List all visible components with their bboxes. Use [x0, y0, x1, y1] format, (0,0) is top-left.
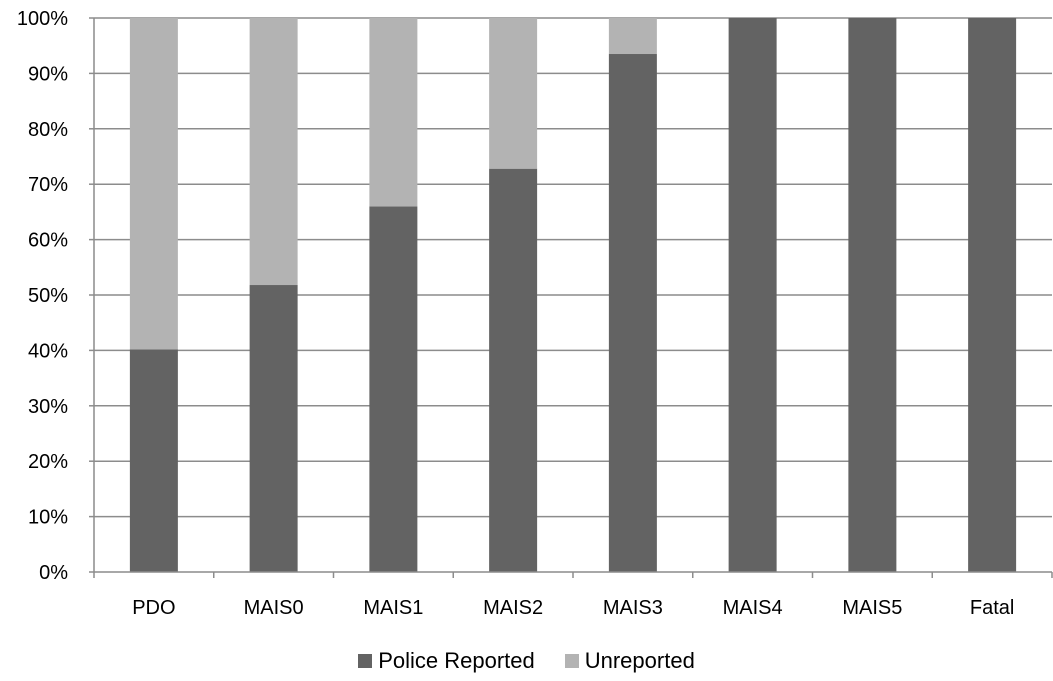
legend-label-unreported: Unreported [584, 648, 695, 673]
y-tick-label: 40% [28, 340, 68, 362]
bar-police-reported-pdo [129, 349, 178, 572]
bar-police-reported-mais3 [608, 54, 657, 572]
stacked-bar-chart: 0% 10% 20% 30% 40% 50% 60% 70% 80% 90% 100% PDO MAI… [17, 8, 1053, 619]
legend-swatch-unreported [564, 654, 579, 668]
x-tick-label: PDO [132, 597, 175, 619]
bars [129, 18, 1017, 573]
bar-unreported-pdo [129, 18, 178, 350]
y-tick-label: 20% [28, 451, 68, 473]
bar-unreported-mais3 [608, 18, 657, 55]
x-tick-label: MAIS0 [244, 597, 304, 619]
y-tick-label: 90% [28, 63, 68, 85]
x-tick-label: MAIS1 [363, 597, 423, 619]
legend-label-police-reported: Police Reported [378, 648, 535, 673]
bar-police-reported-mais1 [369, 206, 418, 573]
y-tick-label: 60% [28, 230, 68, 252]
x-tick-label: MAIS5 [842, 597, 902, 619]
bar-police-reported-mais0 [249, 285, 298, 572]
x-axis-labels: PDO MAIS0 MAIS1 MAIS2 MAIS3 MAIS4 MAIS5 Fatal [132, 597, 1014, 619]
y-tick-label: 0% [39, 562, 68, 584]
y-tick-label: 10% [28, 507, 68, 529]
bar-police-reported-mais5 [848, 18, 897, 572]
x-tick-label: Fatal [970, 597, 1014, 619]
y-tick-label: 70% [28, 174, 68, 196]
gridlines [94, 17, 1052, 518]
y-axis-labels: 0% 10% 20% 30% 40% 50% 60% 70% 80% 90% 100% [17, 8, 68, 584]
legend-item-unreported: Unreported [564, 648, 695, 674]
y-tick-label: 30% [28, 396, 68, 418]
y-tick-label: 80% [28, 119, 68, 141]
legend-item-police-reported: Police Reported [358, 648, 535, 674]
bar-unreported-mais0 [249, 18, 298, 286]
y-tick-label: 50% [28, 285, 68, 307]
bar-police-reported-mais4 [728, 18, 777, 572]
bar-unreported-mais1 [369, 18, 418, 207]
bar-police-reported-mais2 [489, 168, 538, 573]
bar-unreported-mais2 [489, 18, 538, 169]
axes [89, 17, 1053, 578]
legend-swatch-police-reported [358, 654, 373, 668]
bar-police-reported-fatal [968, 18, 1017, 572]
x-tick-label: MAIS2 [483, 597, 543, 619]
y-tick-label: 100% [17, 8, 68, 30]
x-tick-label: MAIS4 [723, 597, 783, 619]
x-tick-label: MAIS3 [603, 597, 663, 619]
legend: Police Reported Unreported [0, 648, 1053, 674]
